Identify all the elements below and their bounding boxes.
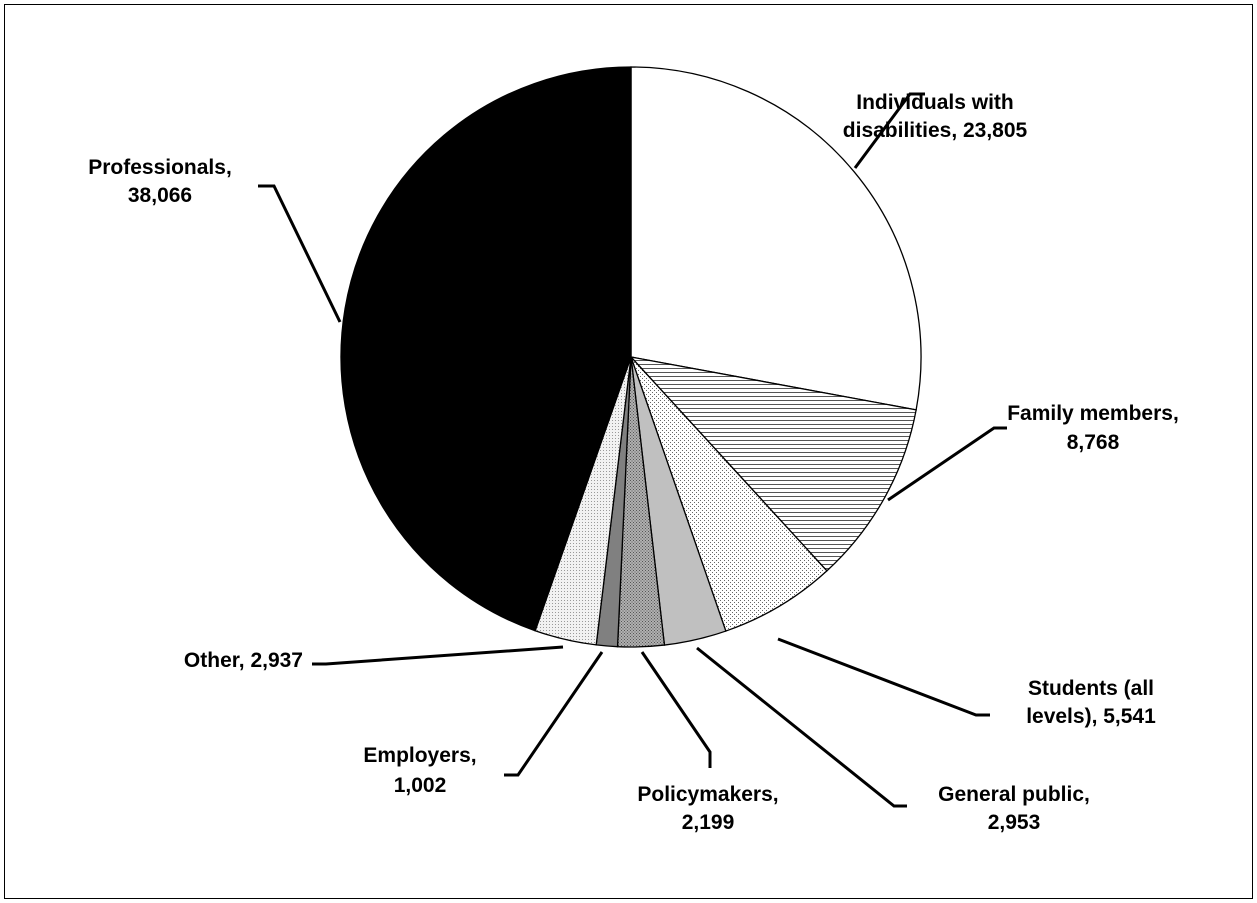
slice-label-other: Other, 2,937 (184, 649, 303, 672)
slice-label-employers: Employers, (363, 744, 476, 767)
leader-line-employers (504, 651, 604, 777)
leader-line-professionals (258, 184, 342, 323)
slice-value-policymakers: 2,199 (682, 811, 735, 834)
slice-label-family-members: Family members, (1007, 402, 1179, 425)
slice-label-policymakers: Policymakers, (637, 783, 778, 806)
slice-label-individuals-with-disabilities: Individuals with (856, 91, 1014, 114)
slice-label-professionals: Professionals, (88, 156, 232, 179)
pie-slice-professionals (340, 66, 632, 632)
slice-value-individuals-with-disabilities: disabilities, 23,805 (843, 119, 1028, 142)
pie-slice-individuals-with-disabilities (630, 66, 922, 411)
pie-slice-students-all-levels (630, 356, 828, 632)
slice-value-employers: 1,002 (394, 774, 447, 797)
leader-line-policymakers (640, 651, 712, 768)
slice-value-family-members: 8,768 (1067, 431, 1120, 454)
leader-line-individuals-with-disabilities (853, 92, 925, 169)
pie-slice-family-members (629, 356, 917, 572)
slice-value-general-public: 2,953 (988, 811, 1041, 834)
leader-line-family-members (887, 426, 1007, 502)
slice-value-students-all-levels: levels), 5,541 (1026, 705, 1156, 728)
slice-value-professionals: 38,066 (128, 184, 192, 207)
leader-line-other (312, 645, 564, 666)
slice-label-general-public: General public, (938, 783, 1090, 806)
slice-label-students-all-levels: Students (all (1028, 677, 1154, 700)
leader-line-students-all-levels (777, 637, 990, 717)
leader-line-general-public (696, 646, 907, 808)
